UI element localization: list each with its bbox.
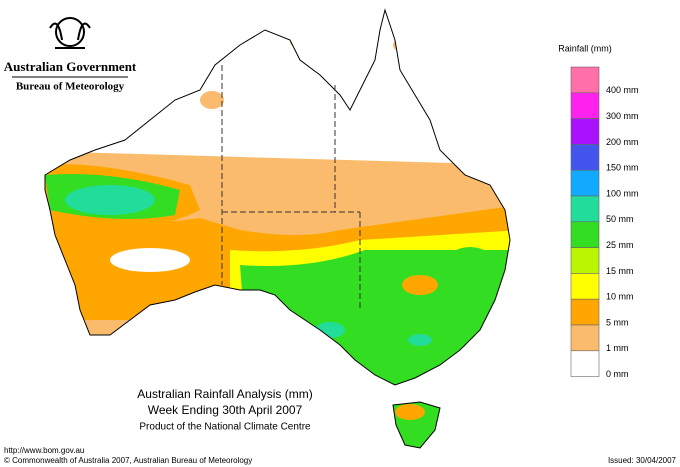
legend-label: 300 mm (606, 111, 639, 121)
legend-label: 10 mm (606, 292, 634, 302)
legend-swatch (570, 298, 600, 326)
legend-label: 0 mm (606, 369, 629, 379)
crest (49, 17, 91, 49)
legend-title: Rainfall (mm) (558, 43, 612, 53)
legend-label: 1 mm (606, 343, 629, 353)
gov-name: Australian Government (4, 59, 137, 74)
legend-swatch (570, 66, 600, 94)
legend-label: 100 mm (606, 188, 639, 198)
legend-swatch (570, 221, 600, 248)
legend-label: 50 mm (606, 214, 634, 224)
bureau-name: Bureau of Meteorology (16, 81, 125, 93)
issued: Issued: 30/04/2007 (608, 456, 677, 465)
legend-swatch (570, 169, 600, 197)
legend-swatch (570, 118, 600, 145)
legend-label: 200 mm (606, 137, 639, 147)
legend-swatch (570, 350, 600, 377)
legend-label: 15 mm (606, 266, 634, 276)
legend-label: 25 mm (606, 240, 634, 250)
url: http://www.bom.gov.au (4, 446, 84, 455)
title-line: Australian Rainfall Analysis (mm) (137, 387, 312, 401)
title-line: Product of the National Climate Centre (139, 422, 311, 433)
legend: 400 mm 300 mm 200 mm 150 mm 100 mm 50 mm 25 mm… (570, 66, 639, 379)
legend-label: 400 mm (606, 85, 639, 95)
legend-label: 5 mm (606, 317, 629, 327)
legend-label: 150 mm (606, 163, 639, 173)
state-borders (221, 65, 361, 310)
legend-swatch (570, 195, 600, 223)
title-line: Week Ending 30th April 2007 (148, 403, 303, 417)
legend-swatch (570, 92, 600, 119)
legend-swatch (570, 144, 600, 171)
legend-swatch (570, 273, 600, 300)
tasmania-coast (392, 401, 441, 449)
legend-swatch (570, 324, 600, 352)
copyright: © Commonwealth of Australia 2007, Austra… (4, 456, 252, 465)
legend-swatch (570, 247, 600, 274)
